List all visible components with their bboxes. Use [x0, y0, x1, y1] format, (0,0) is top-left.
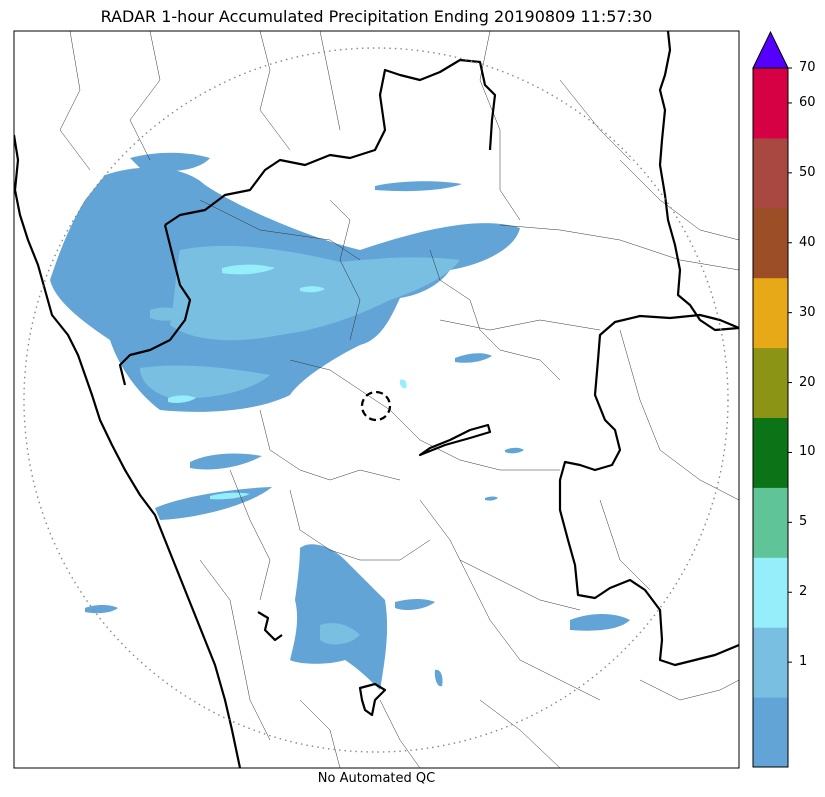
colorbar-tick-label: 5 [799, 514, 808, 530]
precipitation-layer [50, 152, 630, 690]
colorbar-band [753, 487, 788, 558]
colorbar-tick-label: 60 [799, 94, 816, 110]
colorbar-band [753, 347, 788, 418]
colorbar-outline [752, 67, 789, 768]
colorbar-band [753, 557, 788, 628]
colorbar-tick-label: 10 [799, 444, 816, 460]
colorbar-band [753, 697, 788, 768]
colorbar-tick-label: 1 [799, 654, 808, 670]
state-borders [14, 31, 739, 768]
colorbar-band [753, 417, 788, 488]
map-title: RADAR 1-hour Accumulated Precipitation E… [100, 7, 653, 26]
map-layers [14, 31, 739, 768]
colorbar-band [753, 137, 788, 209]
precipitation-2mm [168, 264, 407, 500]
colorbar [752, 30, 792, 768]
colorbar-tick-label: 50 [799, 164, 816, 180]
colorbar-band [753, 68, 788, 139]
colorbar-band [753, 277, 788, 349]
colorbar-tick-label: 20 [799, 374, 816, 390]
qc-caption: No Automated QC [317, 771, 436, 786]
colorbar-tick-label: 30 [799, 304, 816, 320]
colorbar-tick-label: 70 [799, 60, 816, 75]
colorbar-band [753, 207, 788, 279]
colorbar-extend-arrow [752, 30, 789, 69]
map-frame [13, 30, 740, 769]
radar-site-marker [360, 390, 392, 422]
district-boundaries [59, 31, 739, 768]
colorbar-band [753, 627, 788, 698]
colorbar-tick-label: 40 [799, 234, 816, 250]
radar-range-ring [23, 47, 729, 753]
colorbar-tick-label: 2 [799, 584, 808, 600]
